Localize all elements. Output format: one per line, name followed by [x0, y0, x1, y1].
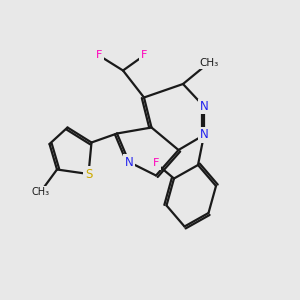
Text: F: F: [141, 50, 147, 61]
Text: CH₃: CH₃: [199, 58, 218, 68]
Text: N: N: [200, 128, 208, 142]
Text: CH₃: CH₃: [32, 187, 50, 197]
Text: F: F: [153, 158, 159, 169]
Text: S: S: [85, 167, 92, 181]
Text: F: F: [96, 50, 102, 61]
Text: N: N: [124, 155, 134, 169]
Text: N: N: [200, 100, 208, 113]
